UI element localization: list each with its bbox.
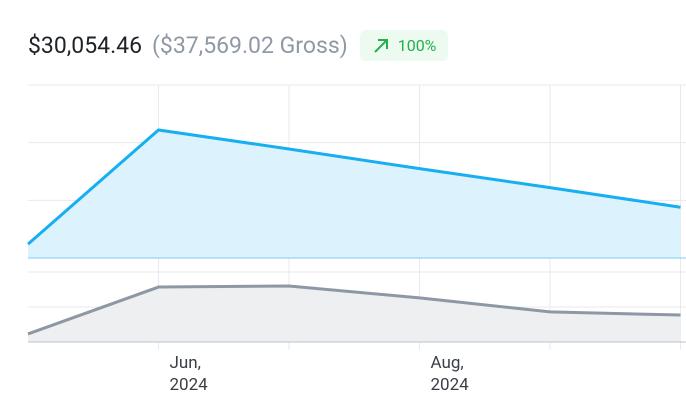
x-tick-label: Aug, 2024 [430,353,469,395]
net-amount: $30,054.46 [28,32,143,59]
area-line [27,128,681,246]
gross-amount: ($37,569.02 Gross) [152,32,348,59]
header: $30,054.46 ($37,569.02 Gross) 100% [28,30,449,61]
area-fill [28,286,681,342]
arrow-icon [373,38,388,53]
area-line [27,284,681,336]
area-fill [28,129,681,258]
x-tick-label: Jun, 2024 [169,353,208,395]
change-value: 100% [397,36,437,55]
change-badge: 100% [359,30,449,61]
